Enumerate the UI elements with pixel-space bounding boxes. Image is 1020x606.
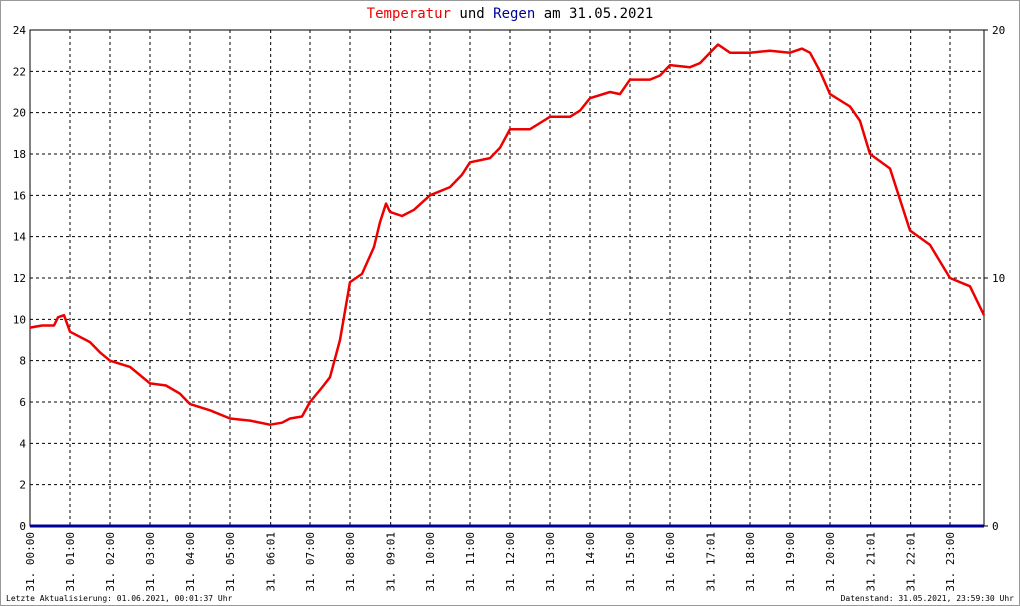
- x-tick-label: 31. 17:01: [705, 532, 718, 592]
- x-tick-label: 31. 13:00: [544, 532, 557, 592]
- x-tick-label: 31. 05:00: [224, 532, 237, 592]
- x-tick-label: 31. 15:00: [624, 532, 637, 592]
- title-part: und: [459, 6, 484, 22]
- x-tick-label: 31. 10:00: [424, 532, 437, 592]
- y-tick-label: 22: [13, 65, 26, 78]
- title-part: Regen: [493, 6, 535, 22]
- y-tick-label: 6: [19, 396, 26, 409]
- y-tick-label: 4: [19, 437, 26, 450]
- footnote: Letzte Aktualisierung: 01.06.2021, 00:01…: [6, 594, 233, 603]
- x-tick-label: 31. 22:01: [905, 532, 918, 592]
- x-tick-label: 31. 23:00: [944, 532, 957, 592]
- y-tick-label: 12: [13, 272, 26, 285]
- y-tick-label: 10: [13, 313, 26, 326]
- x-tick-label: 31. 18:00: [744, 532, 757, 592]
- y-tick-label: 8: [19, 355, 26, 368]
- footnote: Datenstand: 31.05.2021, 23:59:30 Uhr: [841, 594, 1015, 603]
- y2-tick-label: 20: [992, 24, 1005, 37]
- x-tick-label: 31. 06:01: [265, 532, 278, 592]
- y-tick-label: 2: [19, 479, 26, 492]
- y2-tick-label: 0: [992, 520, 999, 533]
- y-tick-label: 16: [13, 189, 26, 202]
- y2-tick-label: 10: [992, 272, 1005, 285]
- x-tick-label: 31. 02:00: [104, 532, 117, 592]
- title-part: am 31.05.2021: [544, 6, 654, 22]
- x-tick-label: 31. 12:00: [504, 532, 517, 592]
- x-tick-label: 31. 03:00: [144, 532, 157, 592]
- x-tick-label: 31. 09:01: [385, 532, 398, 592]
- y-tick-label: 14: [13, 231, 27, 244]
- x-tick-label: 31. 08:00: [344, 532, 357, 592]
- x-tick-label: 31. 19:00: [784, 532, 797, 592]
- x-tick-label: 31. 21:01: [865, 532, 878, 592]
- x-tick-label: 31. 14:00: [584, 532, 597, 592]
- x-tick-label: 31. 07:00: [304, 532, 317, 592]
- title-part: Temperatur: [367, 6, 451, 22]
- y-tick-label: 18: [13, 148, 26, 161]
- x-tick-label: 31. 00:00: [24, 532, 37, 592]
- y-tick-label: 20: [13, 107, 26, 120]
- y-tick-label: 24: [13, 24, 27, 37]
- x-tick-label: 31. 04:00: [184, 532, 197, 592]
- x-tick-label: 31. 11:00: [464, 532, 477, 592]
- chart-title: Temperatur und Regen am 31.05.2021: [367, 6, 654, 22]
- x-tick-label: 31. 20:00: [824, 532, 837, 592]
- x-tick-label: 31. 01:00: [64, 532, 77, 592]
- series-line: [29, 43, 986, 426]
- x-tick-label: 31. 16:00: [664, 532, 677, 592]
- y-tick-label: 0: [19, 520, 26, 533]
